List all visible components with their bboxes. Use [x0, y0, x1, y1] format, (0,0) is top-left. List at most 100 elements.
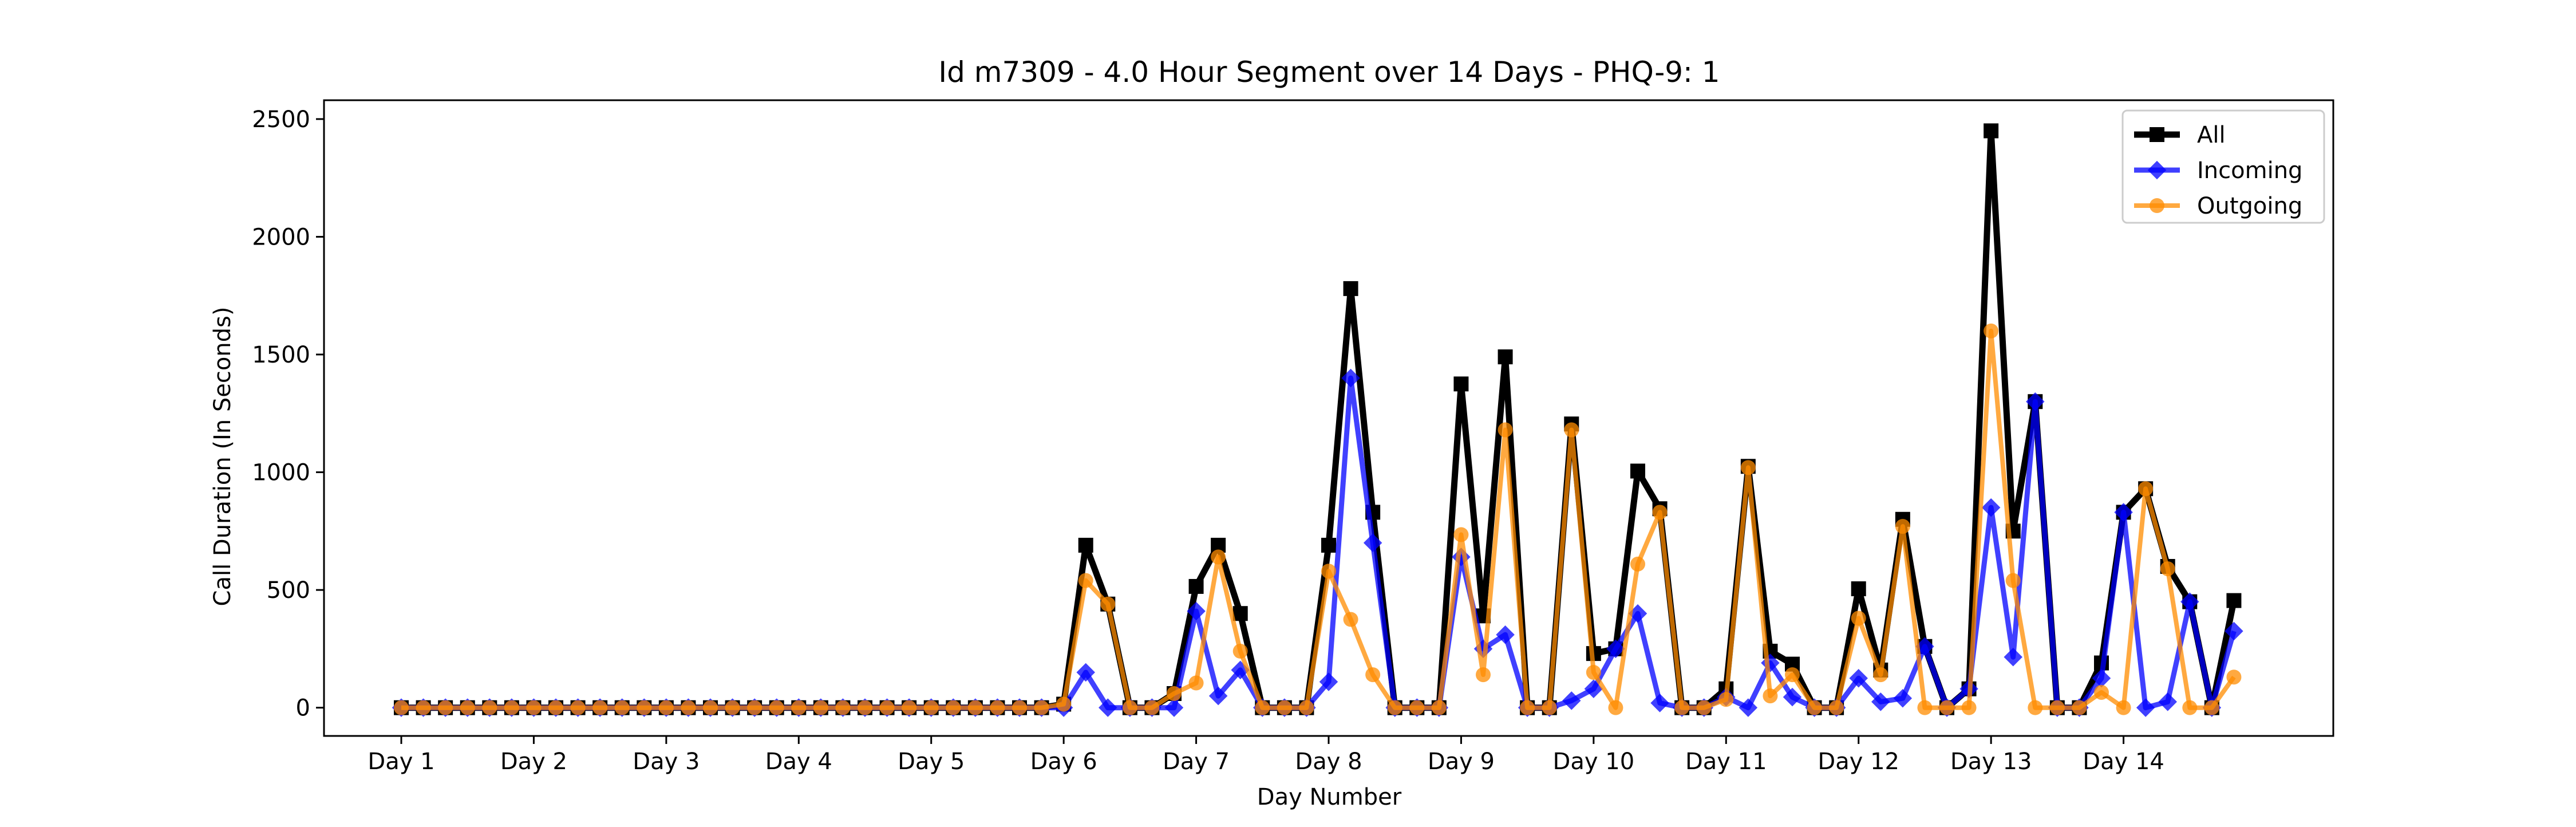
data-point: [1981, 498, 2001, 517]
data-point: [1984, 123, 1999, 139]
data-point: [2094, 684, 2109, 700]
data-point: [2026, 392, 2045, 411]
data-point: [1740, 460, 1756, 475]
data-point: [2049, 700, 2065, 715]
data-point: [2226, 670, 2242, 685]
data-point: [1409, 700, 1425, 715]
data-point: [1630, 556, 1645, 572]
x-tick-label: Day 1: [368, 749, 434, 775]
data-point: [1652, 505, 1668, 520]
data-point: [1255, 700, 1270, 715]
data-point: [1851, 611, 1866, 626]
data-point: [1498, 422, 1513, 438]
data-point: [637, 700, 652, 715]
data-point: [1562, 691, 1581, 710]
data-point: [1586, 665, 1601, 680]
data-point: [879, 700, 895, 715]
data-point: [394, 700, 409, 715]
data-point: [2158, 692, 2177, 711]
data-point: [1763, 688, 1778, 704]
data-point: [1012, 700, 1027, 715]
x-tick-label: Day 13: [1950, 749, 2032, 775]
legend-swatch-marker: [2147, 160, 2167, 180]
y-tick-label: 2500: [252, 107, 310, 133]
data-point: [1674, 700, 1690, 715]
data-point: [1783, 687, 1802, 707]
plot-frame: [323, 99, 2334, 737]
data-point: [1584, 679, 1603, 699]
data-point: [1984, 323, 1999, 338]
data-point: [1056, 696, 1072, 712]
data-point: [1873, 667, 1888, 683]
y-tick-label: 500: [267, 577, 310, 604]
legend-label: All: [2197, 122, 2226, 148]
legend-swatch-marker: [2150, 127, 2164, 142]
data-point: [1608, 700, 1623, 715]
data-point: [1696, 700, 1712, 715]
y-axis-label: Call Duration (In Seconds): [210, 307, 236, 607]
data-point: [1343, 281, 1358, 296]
data-point: [614, 700, 630, 715]
data-point: [2092, 669, 2111, 688]
data-point: [1453, 376, 1469, 392]
x-tick-label: Day 4: [765, 749, 832, 775]
data-point: [2225, 621, 2243, 641]
data-point: [526, 700, 542, 715]
y-tick-label: 0: [296, 695, 310, 722]
axis-ticks: 0 500 1000 1500 2000 2500 Day 1 Day 2 Day 3 Day 4…: [252, 107, 2164, 775]
legend-label: Outgoing: [2197, 193, 2302, 219]
data-point: [1099, 698, 1117, 717]
x-tick-label: Day 9: [1428, 749, 1495, 775]
data-point: [1453, 527, 1469, 542]
x-tick-label: Day 7: [1163, 749, 1230, 775]
legend-item: Incoming: [2134, 157, 2302, 184]
data-point: [1078, 538, 1093, 553]
data-point: [1606, 639, 1625, 659]
x-axis-label: Day Number: [1257, 784, 1402, 810]
data-point: [1232, 644, 1248, 659]
data-point: [1718, 692, 1734, 707]
data-point: [902, 700, 917, 715]
data-point: [1739, 698, 1758, 717]
data-point: [1232, 606, 1248, 621]
data-point: [1939, 700, 1954, 715]
x-tick-label: Day 14: [2083, 749, 2164, 775]
data-point: [1650, 694, 1669, 712]
data-point: [990, 700, 1005, 715]
data-point: [946, 700, 961, 715]
data-point: [1164, 698, 1184, 717]
x-tick-label: Day 11: [1685, 749, 1767, 775]
data-point: [967, 700, 983, 715]
data-point: [1211, 549, 1226, 565]
data-point: [858, 700, 872, 715]
legend-label: Incoming: [2197, 157, 2302, 184]
data-point: [504, 700, 519, 715]
data-point: [2028, 700, 2043, 715]
data-point: [1785, 667, 1800, 683]
x-tick-label: Day 8: [1295, 749, 1362, 775]
data-point: [1807, 700, 1822, 715]
data-point: [1431, 700, 1447, 715]
data-point: [1343, 612, 1358, 627]
data-point: [1893, 688, 1913, 708]
x-tick-label: Day 12: [1818, 749, 1899, 775]
data-point: [2180, 592, 2199, 611]
data-point: [835, 700, 851, 715]
data-point: [747, 700, 762, 715]
data-point: [2182, 700, 2198, 715]
data-point: [1078, 573, 1093, 588]
x-tick-label: Day 2: [500, 749, 567, 775]
data-point: [2005, 573, 2021, 588]
data-point: [1277, 700, 1292, 715]
data-point: [1564, 422, 1579, 438]
chart-title: Id m7309 - 4.0 Hour Segment over 14 Days…: [938, 56, 1720, 89]
data-point: [923, 700, 939, 715]
data-point: [2116, 700, 2131, 715]
data-point: [1871, 692, 1890, 711]
data-point: [2072, 700, 2087, 715]
data-point: [1365, 667, 1381, 683]
data-point: [1034, 700, 1049, 715]
data-point: [416, 700, 431, 715]
data-point: [2114, 503, 2133, 522]
